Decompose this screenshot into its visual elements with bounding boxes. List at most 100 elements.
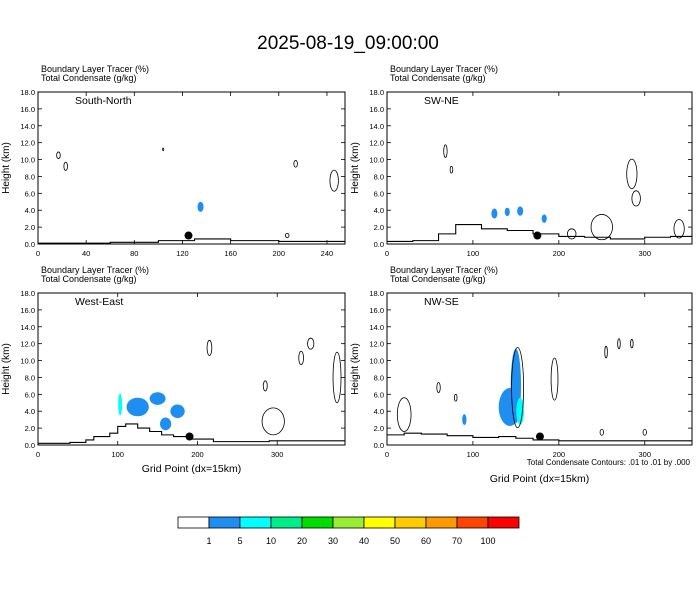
condensate-contour: [631, 190, 641, 207]
colorbar-swatch: [425, 516, 458, 529]
condensate-contour: [307, 337, 315, 350]
condensate-contour: [436, 382, 441, 394]
colorbar-label: 10: [266, 536, 276, 546]
tracer-blob: [118, 393, 123, 416]
y-tick-label: 4.0: [25, 206, 35, 215]
panel-sw-ne: Boundary Layer Tracer (%)Total Condensat…: [350, 64, 693, 258]
y-axis-label: Height (km): [350, 343, 361, 395]
x-tick-label: 80: [130, 249, 138, 258]
y-tick-label: 2.0: [25, 223, 35, 232]
plot-frame: [386, 292, 693, 446]
x-tick-label: 100: [111, 450, 124, 459]
y-tick-label: 18.0: [369, 289, 384, 298]
tracer-blob: [149, 392, 166, 405]
condensate-contour: [673, 219, 685, 239]
panel-header-line1: Boundary Layer Tracer (%): [41, 265, 149, 275]
y-tick-label: 8.0: [25, 172, 35, 181]
panel-south-north: Boundary Layer Tracer (%)Total Condensat…: [1, 64, 346, 258]
y-tick-label: 0.0: [374, 240, 384, 249]
condensate-contour: [262, 380, 268, 392]
tracer-blob: [197, 201, 204, 212]
x-tick-label: 200: [553, 249, 566, 258]
colorbar-swatch: [394, 516, 427, 529]
condensate-contour: [293, 159, 298, 168]
figure-title: 2025-08-19_09:00:00: [257, 33, 439, 54]
condensate-contour: [56, 151, 61, 160]
x-tick-label: 160: [224, 249, 237, 258]
y-tick-label: 14.0: [20, 323, 35, 332]
x-tick-label: 100: [467, 450, 480, 459]
colorbar-label: 5: [237, 536, 242, 546]
y-tick-label: 2.0: [374, 424, 384, 433]
y-tick-label: 10.0: [369, 156, 384, 165]
colorbar-swatch: [208, 516, 241, 529]
y-tick-label: 8.0: [374, 373, 384, 382]
colorbar-swatch: [270, 516, 303, 529]
y-tick-label: 16.0: [20, 105, 35, 114]
condensate-contour: [329, 169, 339, 192]
y-tick-label: 8.0: [25, 373, 35, 382]
y-tick-label: 12.0: [369, 139, 384, 148]
condensate-contour: [63, 161, 68, 171]
y-tick-label: 12.0: [369, 340, 384, 349]
colorbar-swatch: [456, 516, 489, 529]
location-marker: [185, 432, 194, 441]
terrain-line: [38, 423, 345, 444]
x-tick-label: 300: [271, 450, 284, 459]
y-tick-label: 6.0: [374, 189, 384, 198]
y-tick-label: 4.0: [374, 206, 384, 215]
panel-title: NW-SE: [424, 296, 459, 308]
y-tick-label: 10.0: [369, 357, 384, 366]
tracer-blob: [504, 207, 510, 217]
condensate-contour: [332, 351, 342, 404]
colorbar: 1 5 10 20 30 40 50 60 70 100: [177, 516, 520, 546]
x-tick-label: 0: [385, 450, 389, 459]
y-axis-label: Height (km): [350, 142, 361, 194]
y-tick-label: 2.0: [25, 424, 35, 433]
condensate-contour: [511, 347, 525, 429]
condensate-contour: [567, 228, 577, 240]
panel-header-line1: Boundary Layer Tracer (%): [41, 64, 149, 74]
condensate-contour: [626, 158, 638, 190]
panel-header-line1: Boundary Layer Tracer (%): [390, 265, 498, 275]
y-tick-label: 0.0: [374, 441, 384, 450]
x-tick-label: 0: [36, 249, 40, 258]
y-tick-label: 16.0: [369, 105, 384, 114]
condensate-contour: [449, 165, 454, 174]
x-tick-label: 200: [273, 249, 286, 258]
panel-header-line2: Total Condensate (g/kg): [390, 73, 486, 83]
condensate-contour: [443, 144, 448, 158]
condensate-contour: [630, 339, 634, 349]
y-tick-label: 14.0: [369, 323, 384, 332]
y-tick-label: 12.0: [20, 340, 35, 349]
terrain-line: [387, 224, 693, 243]
y-axis-label: Height (km): [1, 142, 12, 194]
x-tick-label: 0: [36, 450, 40, 459]
y-tick-label: 16.0: [369, 306, 384, 315]
tracer-blob: [541, 214, 547, 223]
tracer-blob: [126, 397, 149, 417]
x-tick-label: 240: [321, 249, 334, 258]
colorbar-swatch: [332, 516, 365, 529]
condensate-contour: [285, 233, 290, 239]
colorbar-swatch: [177, 516, 210, 529]
location-marker: [184, 231, 193, 240]
panel-header-line2: Total Condensate (g/kg): [390, 274, 486, 284]
x-tick-label: 300: [638, 249, 651, 258]
colorbar-label: 20: [297, 536, 307, 546]
x-tick-label: 120: [176, 249, 189, 258]
colorbar-label: 100: [480, 536, 495, 546]
condensate-contour: [396, 397, 412, 432]
x-axis-label: Grid Point (dx=15km): [490, 473, 590, 485]
y-tick-label: 4.0: [374, 407, 384, 416]
panel-header-line2: Total Condensate (g/kg): [41, 73, 137, 83]
x-tick-label: 100: [467, 249, 480, 258]
y-tick-label: 18.0: [20, 88, 35, 97]
tracer-blob: [170, 404, 185, 418]
condensate-contour: [599, 428, 604, 436]
x-tick-label: 300: [638, 450, 651, 459]
y-tick-label: 0.0: [25, 441, 35, 450]
tracer-blob: [462, 414, 467, 426]
condensate-contour: [206, 339, 213, 356]
